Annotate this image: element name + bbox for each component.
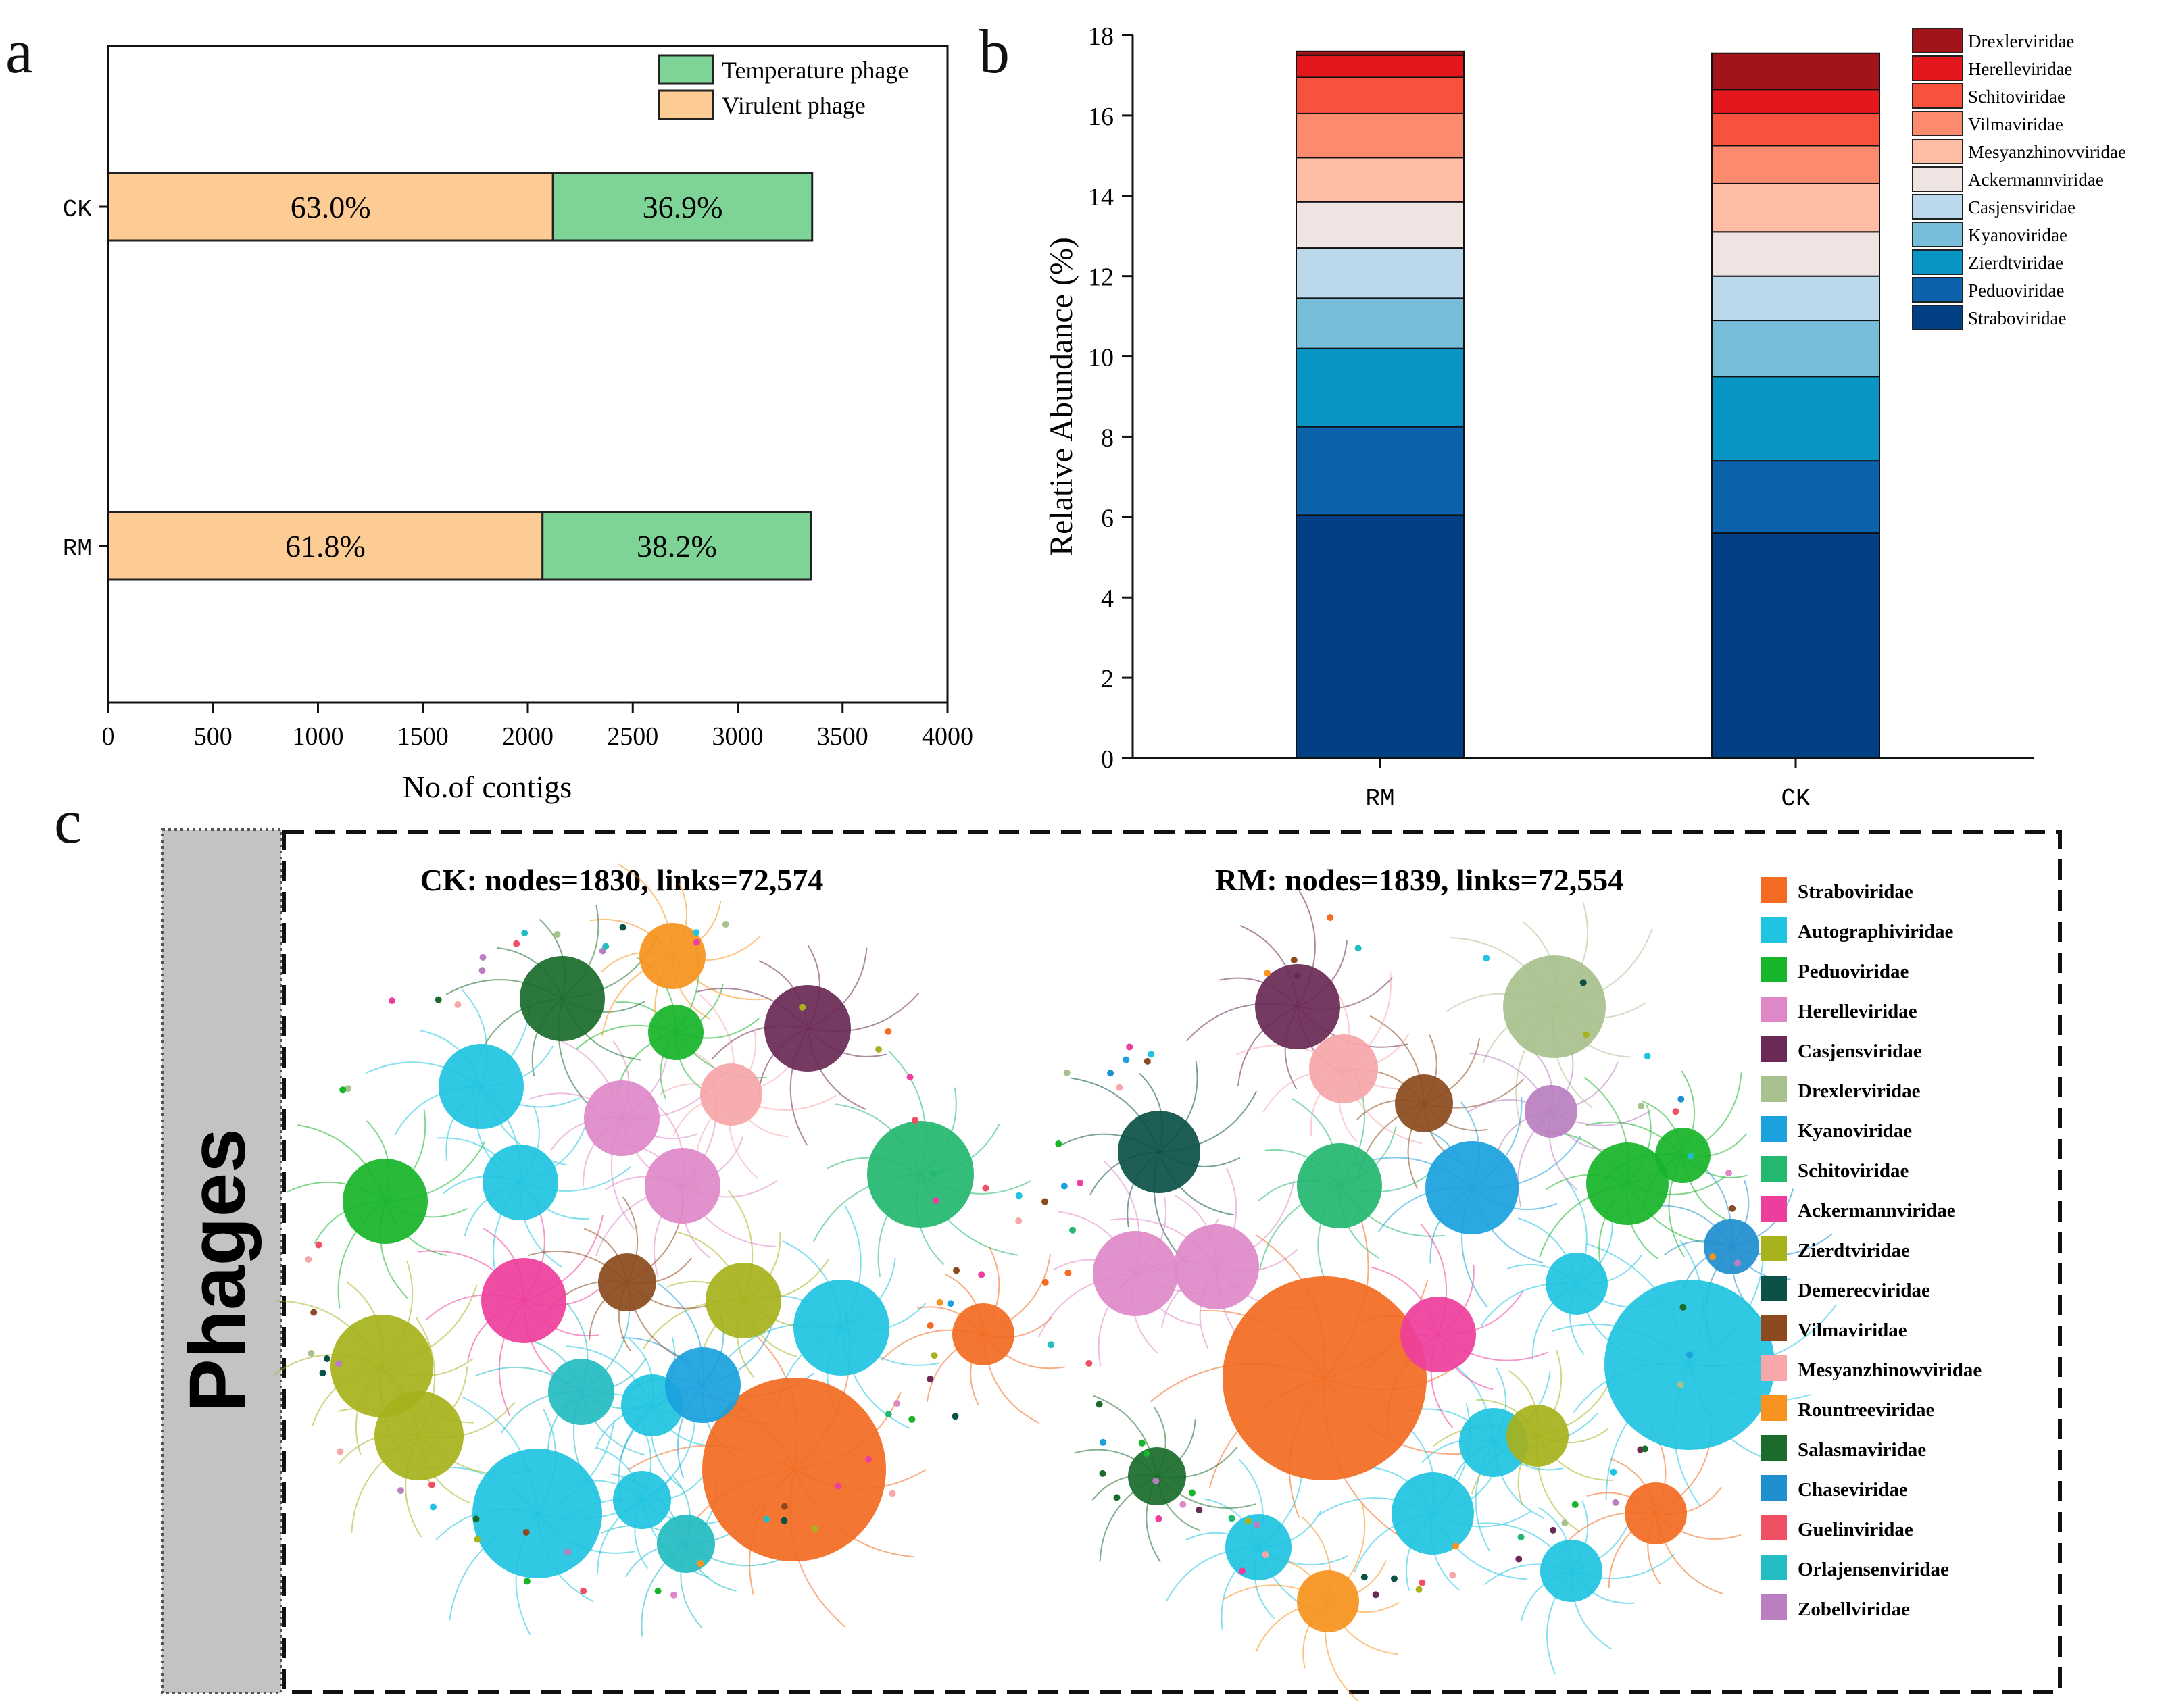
panel-label-a: a (5, 17, 33, 86)
bar-a-rm-temperature-phage (541, 511, 812, 581)
bar-label-a-ck-virulent-phage: 63.0% (291, 190, 371, 224)
bar-label-a-rm-temperature-phage: 38.2% (637, 529, 717, 563)
chart-a-axes: CK RM 0 500 1000 1500 2000 2500 3000 3500 4000 No.o… (63, 45, 973, 804)
legend-swatch-a-temperature-phage (658, 54, 714, 85)
chart-a-bars: 63.0% 36.9% 61.8% 38.2% (107, 172, 814, 581)
bar-a-rm-virulent-phage (107, 511, 544, 581)
chart-a-plot-frame (107, 45, 949, 704)
legend-label-a-temperature-phage: Temperature phage (722, 57, 908, 84)
bar-label-a-ck-temperature-phage: 36.9% (643, 190, 723, 224)
chart-a-legend: Temperature phage Virulent phage (658, 54, 908, 120)
panel-label-b: b (979, 17, 1010, 86)
x-tick-label-a-2000: 2000 (502, 722, 554, 751)
y-tick-label-a-ck: CK (63, 196, 93, 224)
legend-label-a-virulent-phage: Virulent phage (722, 92, 866, 119)
x-tick-label-a-500: 500 (194, 722, 232, 751)
legend-swatch-a-virulent-phage (658, 89, 714, 120)
y-tick-label-a-rm: RM (63, 535, 92, 563)
x-tick-label-a-3000: 3000 (712, 722, 764, 751)
x-tick-label-a-1500: 1500 (397, 722, 449, 751)
x-tick-label-a-2500: 2500 (607, 722, 658, 751)
x-tick-label-a-4000: 4000 (922, 722, 973, 751)
x-tick-label-a-1000: 1000 (293, 722, 344, 751)
x-axis-label-a: No.of contigs (403, 770, 572, 804)
x-tick-label-a-0: 0 (102, 722, 115, 751)
bar-a-ck-temperature-phage (551, 172, 814, 242)
bar-label-a-rm-virulent-phage: 61.8% (285, 529, 366, 563)
x-tick-label-a-3500: 3500 (817, 722, 868, 751)
panel-label-c: c (54, 787, 82, 856)
